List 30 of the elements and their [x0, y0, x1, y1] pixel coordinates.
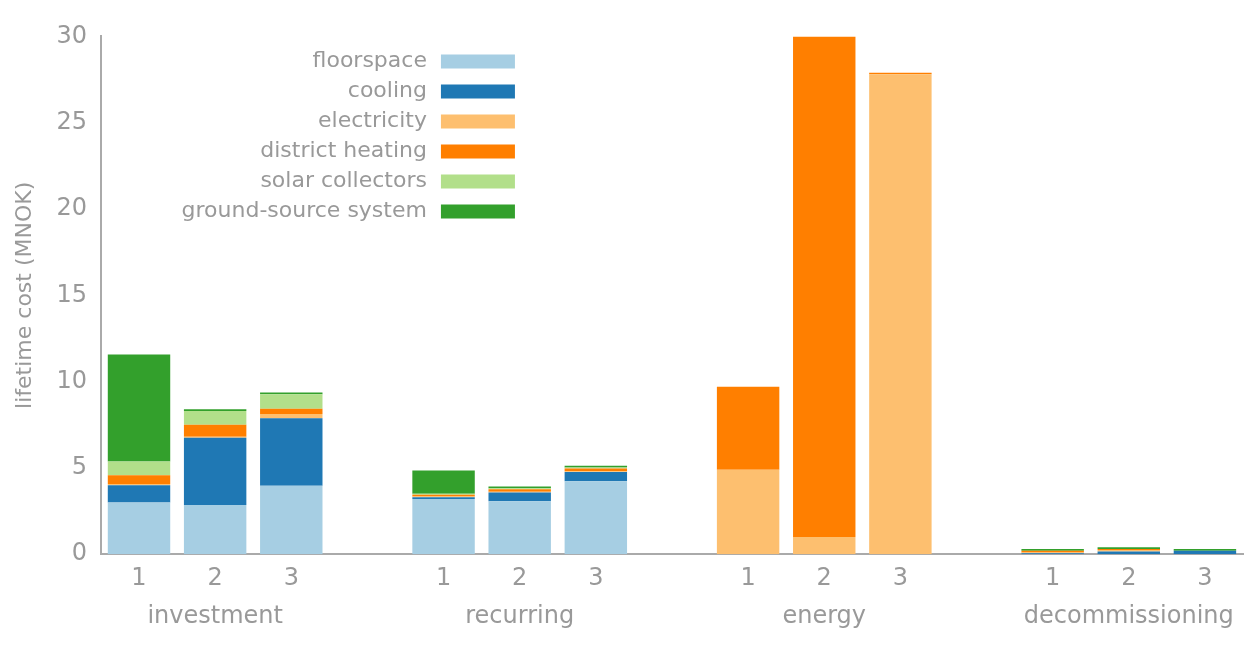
- y-tick-label: 20: [56, 193, 87, 222]
- y-tick-label: 0: [71, 538, 87, 567]
- x-tick-label: 3: [1197, 562, 1213, 591]
- x-tick-label: 2: [1121, 562, 1137, 591]
- x-tick-label: 3: [588, 562, 604, 591]
- y-axis-title: lifetime cost (MNOK): [10, 181, 36, 409]
- x-tick-label: 2: [512, 562, 528, 591]
- legend-label: electricity: [318, 107, 427, 133]
- y-tick-label: 30: [56, 20, 87, 49]
- text: recurring: [465, 601, 575, 630]
- x-tick-label: 1: [131, 562, 147, 591]
- y-tick-label: 25: [56, 106, 87, 135]
- text: investment: [147, 601, 283, 630]
- x-tick-label: 2: [207, 562, 223, 591]
- legend-label: floorspace: [312, 47, 427, 73]
- y-tick-label: 10: [56, 365, 87, 394]
- y-tick-label: 5: [71, 452, 87, 481]
- y-tick-label: 15: [56, 279, 87, 308]
- text: decommissioning: [1023, 601, 1234, 630]
- x-tick-label: 2: [816, 562, 832, 591]
- x-tick-label: 3: [892, 562, 909, 591]
- x-tick-label: 1: [1045, 562, 1061, 591]
- x-tick-label: 1: [740, 562, 756, 591]
- x-tick-label: 1: [435, 562, 452, 591]
- legend-label: ground-source system: [181, 197, 427, 223]
- legend-label: cooling: [347, 77, 427, 103]
- legend-label: solar collectors: [260, 167, 427, 193]
- x-tick-label: 3: [283, 562, 299, 591]
- text: energy: [782, 601, 867, 630]
- legend-label: district heating: [260, 137, 427, 163]
